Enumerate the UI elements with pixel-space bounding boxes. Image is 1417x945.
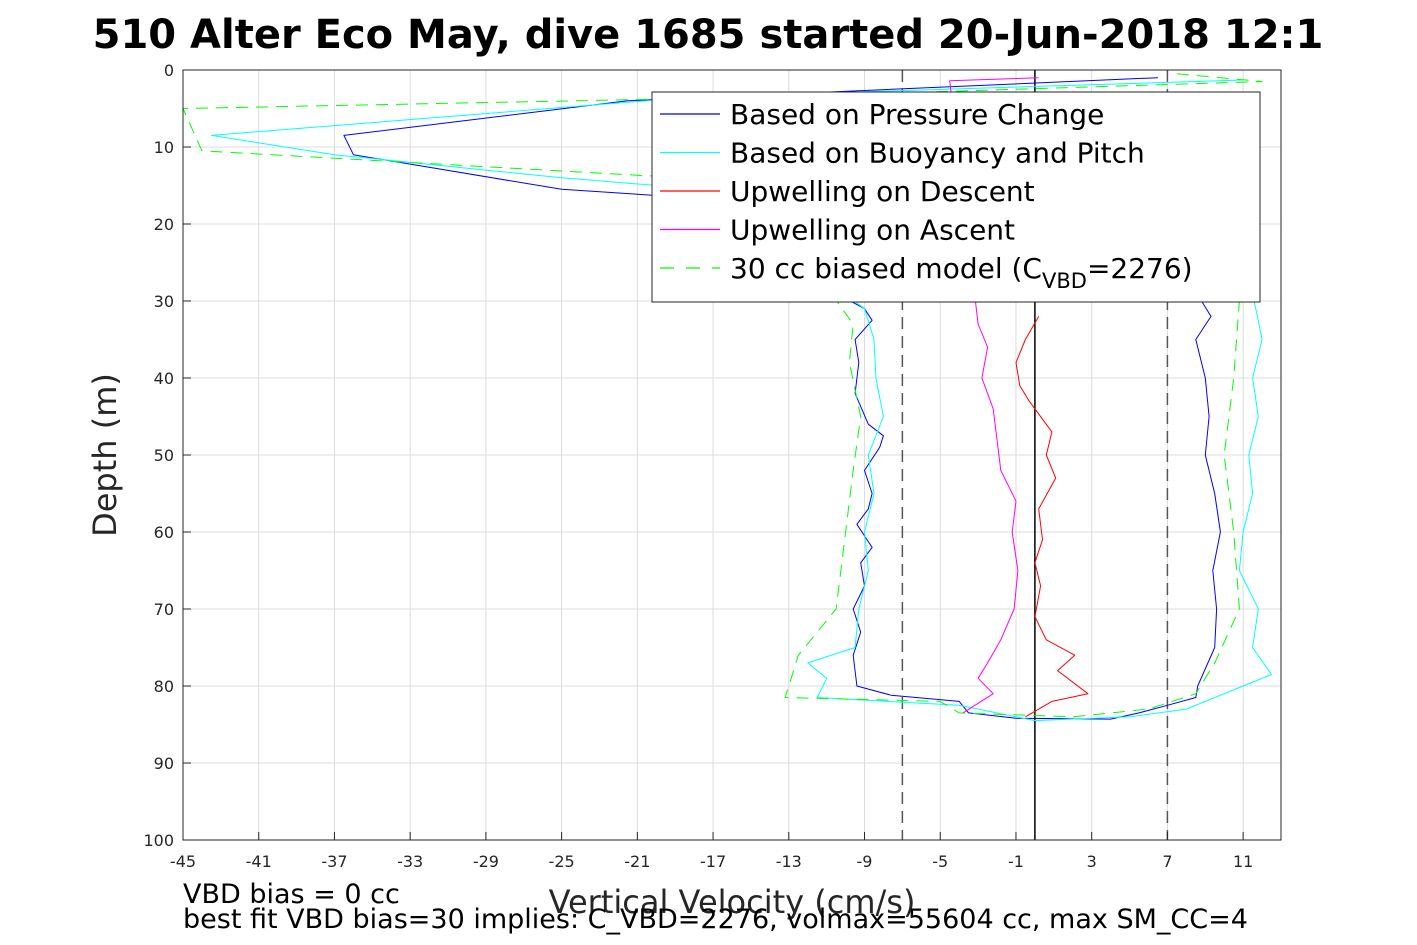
- legend-box: [651, 91, 1261, 303]
- x-tick-label: -13: [776, 852, 802, 871]
- y-tick-label: 20: [154, 215, 174, 234]
- y-axis-ticks: 0 10 20 30 40 50 60 70 80 90 100: [143, 61, 191, 850]
- x-axis-ticks: -45 -41 -37 -33 -29 -25 -21 -17 -13 -9 -5 -1 3 7 11: [170, 832, 1253, 871]
- x-tick-label: -5: [932, 852, 948, 871]
- x-tick-label: -41: [246, 852, 272, 871]
- x-tick-label: -1: [1008, 852, 1024, 871]
- legend-label: Based on Buoyancy and Pitch: [730, 137, 1145, 170]
- x-tick-label: -21: [624, 852, 650, 871]
- y-tick-label: 0: [164, 61, 174, 80]
- y-tick-label: 30: [154, 292, 174, 311]
- x-tick-label: -29: [473, 852, 499, 871]
- series-line: [1015, 316, 1089, 718]
- legend-label: Upwelling on Ascent: [730, 214, 1015, 247]
- legend-label: Upwelling on Descent: [730, 175, 1035, 208]
- x-tick-label: -25: [549, 852, 575, 871]
- best-fit-note: best fit VBD bias=30 implies: C_VBD=2276…: [183, 904, 1248, 935]
- y-tick-label: 60: [154, 523, 174, 542]
- x-tick-label: 11: [1233, 852, 1253, 871]
- x-axis-label: Vertical Velocity (cm/s): [549, 883, 916, 921]
- vbd-bias-note: VBD bias = 0 cc: [183, 879, 400, 910]
- series-line: [343, 77, 1221, 720]
- x-tick-label: 7: [1162, 852, 1172, 871]
- y-tick-label: 70: [154, 600, 174, 619]
- x-tick-label: -9: [857, 852, 873, 871]
- y-axis-label: Depth (m): [86, 373, 124, 537]
- x-tick-label: -17: [700, 852, 726, 871]
- x-tick-label: -45: [170, 852, 196, 871]
- x-tick-label: -33: [397, 852, 423, 871]
- x-tick-label: -37: [321, 852, 347, 871]
- x-tick-label: 3: [1087, 852, 1097, 871]
- series-line: [949, 77, 1039, 714]
- y-tick-label: 100: [143, 831, 174, 850]
- series-line: [182, 73, 1263, 718]
- legend: Based on Pressure Change Based on Buoyanc…: [651, 91, 1261, 303]
- y-tick-label: 40: [154, 369, 174, 388]
- y-tick-label: 50: [154, 446, 174, 465]
- chart-title: 510 Alter Eco May, dive 1685 started 20-…: [93, 12, 1324, 58]
- legend-label: Based on Pressure Change: [730, 98, 1104, 131]
- y-tick-label: 90: [154, 754, 174, 773]
- y-tick-label: 10: [154, 138, 174, 157]
- y-tick-label: 80: [154, 677, 174, 696]
